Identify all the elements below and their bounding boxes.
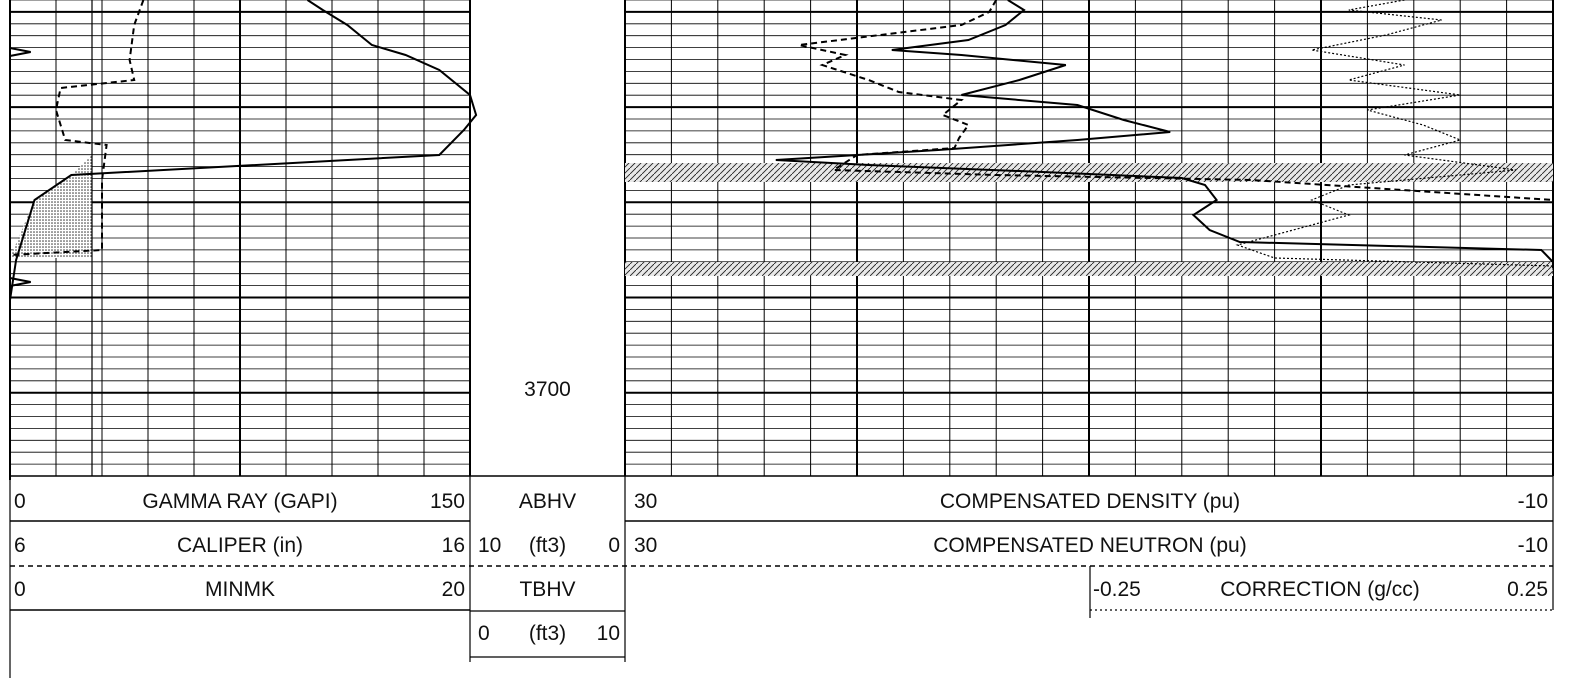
log-curves: [9, 0, 1554, 480]
neutron-title: COMPENSATED NEUTRON (pu): [933, 534, 1247, 557]
header-lines: [10, 475, 1553, 658]
correction-min: -0.25: [1093, 578, 1141, 601]
neutron-max: -10: [1517, 534, 1548, 557]
curve-compensated-density-pu: [775, 0, 1554, 268]
tbhv-unit: (ft3): [528, 622, 567, 645]
depth-label: 3700: [524, 378, 571, 401]
minmk-title: MINMK: [205, 578, 275, 601]
gamma-ray-min: 0: [14, 490, 26, 513]
curve-minmk: [9, 47, 31, 287]
minmk-max: 20: [441, 578, 465, 601]
curve-compensated-neutron-pu: [798, 0, 1554, 265]
density-max: -10: [1517, 490, 1548, 513]
abhv-unit: (ft3): [528, 534, 567, 557]
density-title: COMPENSATED DENSITY (pu): [939, 490, 1241, 513]
abhv-title: ABHV: [518, 490, 577, 513]
track-grid: [9, 0, 1554, 678]
abhv-max: 0: [608, 534, 620, 557]
abhv-min: 10: [478, 534, 502, 557]
tbhv-min: 0: [478, 622, 490, 645]
curve-gamma-ray-gapi: [9, 0, 478, 480]
caliper-min: 6: [14, 534, 26, 557]
curve-correction-g-cc: [1235, 0, 1554, 275]
gamma-ray-title: GAMMA RAY (GAPI): [142, 490, 338, 513]
minmk-min: 0: [14, 578, 26, 601]
curve-caliper-in: [9, 0, 145, 480]
tbhv-title: TBHV: [519, 578, 576, 601]
gamma-ray-max: 150: [429, 490, 465, 513]
correction-max: 0.25: [1507, 578, 1548, 601]
neutron-min: 30: [634, 534, 658, 557]
hatched-band: [625, 163, 1553, 182]
gamma-ray-shading: [10, 85, 92, 258]
caliper-title: CALIPER (in): [176, 534, 304, 557]
density-min: 30: [634, 490, 658, 513]
tbhv-max: 10: [596, 622, 620, 645]
caliper-max: 16: [441, 534, 465, 557]
hatched-band: [625, 262, 1553, 276]
correction-title: CORRECTION (g/cc): [1220, 578, 1420, 601]
